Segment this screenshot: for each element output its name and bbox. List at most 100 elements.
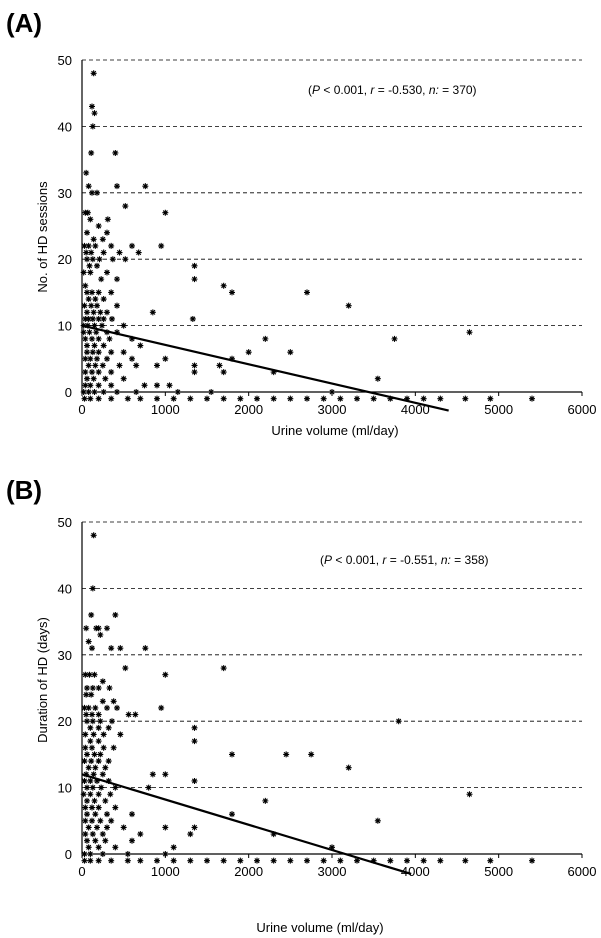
panel-b-data-point xyxy=(374,817,381,824)
panel-b-data-point xyxy=(89,744,95,751)
panel-b-y-tick-label: 30 xyxy=(58,648,72,663)
panel-a-data-point xyxy=(462,395,469,402)
panel-a-data-point xyxy=(83,169,90,176)
panel-b-data-point xyxy=(99,678,106,685)
panel-b-data-point xyxy=(437,857,444,864)
panel-b-data-point xyxy=(81,758,88,765)
panel-b-p-value: < 0.001, xyxy=(335,553,379,567)
panel-b-data-point xyxy=(170,844,177,851)
panel-a-data-point xyxy=(204,395,210,402)
panel-a-data-point xyxy=(114,276,120,283)
panel-b-data-point xyxy=(89,711,95,718)
panel-a-data-point xyxy=(108,382,115,389)
panel-b-data-point xyxy=(404,857,410,864)
panel-b-data-point xyxy=(89,585,96,592)
panel-a-y-axis-title: No. of HD sessions xyxy=(35,181,50,293)
panel-a-data-point xyxy=(158,242,165,249)
panel-b-data-point xyxy=(529,857,535,864)
panel-a-data-point xyxy=(345,302,352,309)
panel-a-data-point xyxy=(89,289,95,296)
panel-a-data-point xyxy=(114,329,120,336)
panel-a-x-tick-label: 1000 xyxy=(151,402,180,417)
panel-b-data-point xyxy=(95,685,102,691)
panel-a-data-point xyxy=(254,395,260,402)
panel-b-data-point xyxy=(108,857,115,864)
panel-a-y-tick-label: 30 xyxy=(58,186,72,201)
panel-b-data-point xyxy=(287,857,294,864)
panel-b-data-point xyxy=(104,625,110,632)
panel-b-x-axis-title: Urine volume (ml/day) xyxy=(256,920,383,935)
panel-a-regression xyxy=(81,324,449,412)
panel-a-data-point xyxy=(154,382,160,389)
panel-a-data-point xyxy=(154,362,160,369)
panel-b-data-point xyxy=(89,718,96,725)
panel-b-data-point xyxy=(466,791,473,798)
panel-a-data-point xyxy=(374,375,381,382)
panel-a-data-point xyxy=(104,229,110,236)
panel-a-data-point xyxy=(237,395,244,402)
panel-b-data-point xyxy=(110,744,117,751)
panel-b-data-point xyxy=(262,797,269,804)
panel-b-data-point xyxy=(220,665,227,672)
panel-b-data-point xyxy=(80,791,87,798)
panel-a-data-point xyxy=(80,389,87,395)
panel-a-data-point xyxy=(106,335,113,342)
panel-b-r-value: = -0.551, xyxy=(390,553,438,567)
panel-b-p-label: P xyxy=(324,553,332,567)
panel-b-r-label: r xyxy=(382,553,387,567)
panel-a-data-point xyxy=(84,349,90,356)
panel-a-data-point xyxy=(98,276,105,283)
panel-b-regression-line xyxy=(81,773,412,875)
panel-b-data-point xyxy=(84,718,90,725)
panel-a-data-point xyxy=(220,282,227,289)
panel-b-data-point xyxy=(86,671,93,678)
panel-b-y-tick-label: 50 xyxy=(58,515,72,530)
panel-a-data-point xyxy=(85,242,92,249)
panel-b-data-point xyxy=(112,844,119,851)
panel-b-data-point xyxy=(81,851,88,857)
panel-a-data-point xyxy=(96,256,103,263)
panel-b-data-point xyxy=(84,837,90,844)
panel-a-x-tick-label: 5000 xyxy=(484,402,513,417)
panel-b-data-point xyxy=(106,685,113,691)
panel-a-data-point xyxy=(420,395,427,402)
panel-b-data-point xyxy=(487,857,494,864)
panel-a-data-point xyxy=(87,395,94,402)
panel-b-data-point xyxy=(99,851,106,857)
panel-a-data-point xyxy=(166,382,173,389)
panel-b-data-point xyxy=(84,811,90,818)
panel-b-x-tick-label: 6000 xyxy=(568,864,597,879)
panel-b-y-ticks: 0 10 20 30 40 50 xyxy=(58,515,72,862)
panel-a-data-point xyxy=(337,395,344,402)
panel-b-data-point xyxy=(162,824,169,831)
panel-b-data-point xyxy=(170,857,177,864)
panel-b-data-point xyxy=(308,751,315,758)
panel-a-data-point xyxy=(89,256,96,263)
panel-b-data-point xyxy=(108,817,115,824)
panel-a-data-point xyxy=(104,269,110,276)
panel-a-data-point xyxy=(95,382,102,389)
panel-a-y-tick-label: 20 xyxy=(58,252,72,267)
panel-a-data-point xyxy=(108,242,115,249)
panel-b-data-point xyxy=(87,857,94,864)
panel-a-x-tick-label: 2000 xyxy=(234,402,263,417)
panel-b-data-point xyxy=(162,671,169,678)
panel-a-data-point xyxy=(95,223,102,229)
panel-a-data-point xyxy=(112,149,119,156)
panel-b-data-point xyxy=(99,698,106,705)
panel-a-data-point xyxy=(135,249,142,256)
panel-b-data-point xyxy=(102,797,109,804)
panel-a-data-point xyxy=(91,389,98,395)
panel-a-data-point xyxy=(88,302,95,309)
panel-b-data-point xyxy=(120,824,127,831)
panel-b-data-point xyxy=(92,704,99,711)
panel-a-data-point xyxy=(88,149,95,156)
panel-b-y-tick-label: 20 xyxy=(58,714,72,729)
panel-a-data-point xyxy=(86,262,93,269)
panel-a-y-tick-label: 40 xyxy=(58,119,72,134)
panel-b-data-point xyxy=(85,638,92,645)
panel-a-data-point xyxy=(208,389,215,395)
panel-b-data-point xyxy=(99,831,106,838)
panel-b-data-point xyxy=(91,751,98,758)
panel-b-data-point xyxy=(85,764,92,771)
